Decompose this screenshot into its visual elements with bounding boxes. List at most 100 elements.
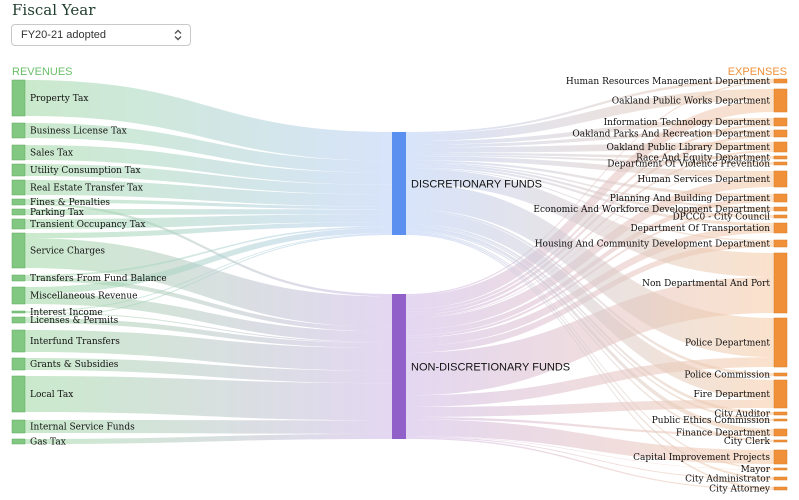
revenue-node-interest-income[interactable] [11,310,26,314]
expense-label-capital-improvement-projects: Capital Improvement Projects [633,453,770,463]
link-discretionary-to-housing-and-community-development-department [406,167,774,242]
expense-node-capital-improvement-projects[interactable] [773,449,788,465]
link-discretionary-to-department-of-violence-prevention [406,154,774,165]
expense-label-city-administrator: City Administrator [685,475,771,485]
expenses-header: EXPENSES [728,66,787,78]
revenue-node-local-tax[interactable] [11,375,26,413]
link-discretionary-to-non-departmental-and-port [406,168,774,277]
expense-node-housing-and-community-development-department[interactable] [773,239,788,248]
link-discretionary-to-public-ethics-commission [406,225,774,421]
link-interest-income-to-discretionary [25,233,392,312]
expense-node-dpcc0-city-council[interactable] [773,214,788,219]
link-miscellaneous-revenue-to-discretionary [25,227,392,294]
link-discretionary-to-mayor [406,231,774,470]
link-non-discretionary-to-fire-department [406,399,774,417]
revenue-node-miscellaneous-revenue[interactable] [11,286,26,305]
link-non-discretionary-to-oakland-public-library-department [406,150,774,318]
revenue-node-transient-occupancy-tax[interactable] [11,218,26,230]
expense-label-human-services-department: Human Services Department [637,175,770,185]
expense-node-public-ethics-commission[interactable] [773,418,788,422]
link-local-tax-to-non-discretionary [25,376,392,421]
link-grants-and-subsidies-to-non-discretionary [25,358,392,384]
expense-node-department-of-transportation[interactable] [773,222,788,234]
revenue-label-miscellaneous-revenue: Miscellaneous Revenue [30,292,137,302]
revenue-label-parking-tax: Parking Tax [30,208,84,218]
link-discretionary-to-fire-department [406,211,774,400]
expense-node-police-department[interactable] [773,317,788,368]
expense-label-police-department: Police Department [685,339,770,349]
expense-node-fire-department[interactable] [773,379,788,409]
expense-label-information-technology-department: Information Technology Department [604,118,771,128]
link-non-discretionary-to-city-administrator [406,436,774,480]
link-service-charges-to-discretionary [25,222,392,239]
expense-node-race-and-equity-department[interactable] [773,155,788,160]
link-real-estate-transfer-tax-to-discretionary [25,180,392,207]
expense-node-city-attorney[interactable] [773,486,788,491]
link-discretionary-to-information-technology-department [406,118,774,145]
revenue-label-property-tax: Property Tax [30,94,88,104]
fiscal-year-select[interactable]: FY20-21 adopted [11,24,191,46]
expense-node-department-of-violence-prevention[interactable] [773,161,788,166]
expense-label-fire-department: Fire Department [694,390,771,400]
revenue-node-internal-service-funds[interactable] [11,419,26,434]
fund-node-discretionary-funds[interactable] [392,132,406,235]
expense-node-planning-and-building-department[interactable] [773,193,788,203]
expense-label-oakland-parks-and-recreation-department: Oakland Parks And Recreation Department [572,130,770,140]
expense-node-oakland-public-works-department[interactable] [773,88,788,113]
fiscal-year-title: Fiscal Year [12,1,96,19]
revenue-node-property-tax[interactable] [11,79,26,117]
expense-node-finance-department[interactable] [773,428,788,437]
link-gas-tax-to-non-discretionary [25,433,392,444]
link-discretionary-to-city-administrator [406,232,774,480]
expense-node-human-services-department[interactable] [773,170,788,188]
expense-node-city-administrator[interactable] [773,476,788,481]
link-discretionary-to-human-resources-management-department [406,79,774,134]
revenue-node-transfers-from-fund-balance[interactable] [11,274,26,282]
link-business-license-tax-to-discretionary [25,123,392,173]
sankey-links [25,79,774,490]
link-discretionary-to-city-auditor [406,223,774,415]
revenue-node-fines-and-penalties[interactable] [11,198,26,206]
revenue-label-utility-consumption-tax: Utility Consumption Tax [30,166,141,176]
link-non-discretionary-to-department-of-transportation [406,226,774,347]
expense-node-economic-and-workforce-development-department[interactable] [773,206,788,212]
link-licenses-and-permits-to-discretionary [25,234,392,319]
revenue-node-utility-consumption-tax[interactable] [11,163,26,177]
link-property-tax-to-discretionary [25,80,392,161]
expense-node-oakland-parks-and-recreation-department[interactable] [773,129,788,138]
link-fines-and-penalties-to-non-discretionary [25,202,392,297]
revenue-node-service-charges[interactable] [11,232,26,269]
revenue-node-business-license-tax[interactable] [11,122,26,139]
revenue-node-gas-tax[interactable] [11,438,26,445]
expense-node-police-commission[interactable] [773,372,788,377]
revenue-label-transient-occupancy-tax: Transient Occupancy Tax [30,220,145,230]
expense-node-city-auditor[interactable] [773,411,788,416]
sankey-labels: REVENUES EXPENSES Property Tax Business Lic… [12,66,787,495]
expense-label-dpcc0-city-council: DPCC0 - City Council [672,213,770,223]
expense-label-department-of-violence-prevention: Department Of Violence Prevention [607,160,770,170]
expense-label-planning-and-building-department: Planning And Building Department [610,194,771,204]
expense-label-race-and-equity-department: Race And Equity Department [636,154,770,164]
link-sales-tax-to-discretionary [25,145,392,185]
revenue-node-interfund-transfers[interactable] [11,329,26,353]
fund-node-non-discretionary-funds[interactable] [392,294,406,439]
revenue-node-real-estate-transfer-tax[interactable] [11,179,26,196]
revenue-node-grants-and-subsidies[interactable] [11,357,26,371]
revenue-node-licenses-and-permits[interactable] [11,316,26,324]
revenue-label-internal-service-funds: Internal Service Funds [30,423,135,433]
expense-node-mayor[interactable] [773,467,788,471]
link-licenses-and-permits-to-non-discretionary [25,318,392,349]
link-discretionary-to-oakland-parks-and-recreation-department [406,130,774,148]
revenue-label-sales-tax: Sales Tax [30,149,73,159]
link-transfers-from-fund-balance-to-discretionary [25,226,392,277]
expense-node-city-clerk[interactable] [773,439,788,443]
revenue-node-parking-tax[interactable] [11,208,26,216]
expense-node-oakland-public-library-department[interactable] [773,141,788,153]
expense-label-police-commission: Police Commission [684,371,770,381]
expense-node-human-resources-management-department[interactable] [773,78,788,84]
expense-label-housing-and-community-development-department: Housing And Community Development Depart… [535,240,771,250]
expense-node-information-technology-department[interactable] [773,117,788,127]
revenue-node-sales-tax[interactable] [11,144,26,161]
expense-node-non-departmental-and-port[interactable] [773,252,788,314]
revenue-label-grants-and-subsidies: Grants & Subsidies [30,360,119,370]
